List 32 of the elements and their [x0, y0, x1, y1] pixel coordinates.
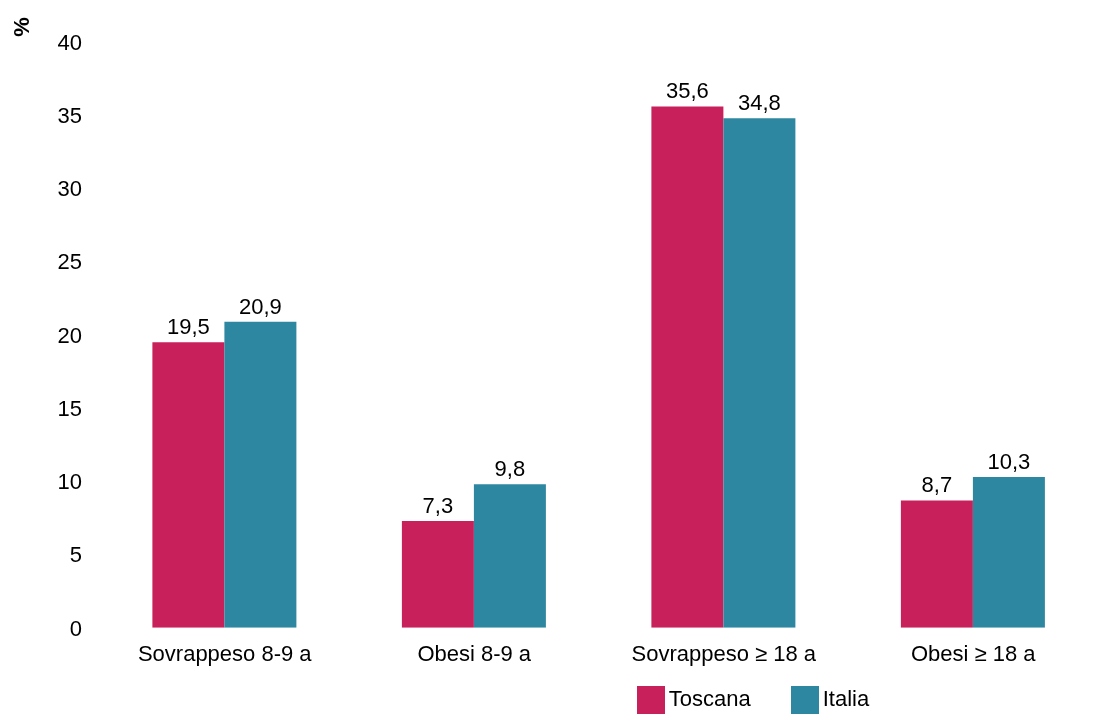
- bar: [972, 476, 1045, 628]
- data-label: 19,5: [166, 314, 210, 340]
- y-tick-label: 15: [57, 395, 82, 421]
- legend-label: Italia: [822, 685, 870, 711]
- y-tick-label: 10: [57, 469, 82, 495]
- bar: [401, 520, 474, 628]
- bar: [473, 484, 546, 628]
- y-tick-label: 0: [69, 615, 82, 641]
- y-tick-label: 35: [57, 103, 82, 129]
- bar: [723, 118, 796, 628]
- data-label: 8,7: [921, 472, 953, 498]
- y-tick-label: 25: [57, 249, 82, 275]
- y-tick-label: 20: [57, 322, 82, 348]
- y-axis-title: %: [8, 17, 35, 37]
- bar: [152, 342, 225, 628]
- x-tick-label: Obesi ≥ 18 a: [910, 641, 1037, 667]
- data-label: 34,8: [737, 90, 781, 116]
- data-label: 20,9: [238, 293, 282, 319]
- data-label: 35,6: [665, 78, 709, 104]
- data-label: 10,3: [987, 448, 1031, 474]
- data-label: 7,3: [422, 492, 454, 518]
- bar: [651, 106, 724, 628]
- x-tick-label: Sovrappeso ≥ 18 a: [631, 641, 817, 667]
- legend-label: Toscana: [668, 685, 751, 711]
- data-label: 9,8: [494, 456, 526, 482]
- bar: [224, 321, 297, 628]
- x-tick-label: Obesi 8-9 a: [417, 641, 532, 667]
- bar: [900, 500, 973, 628]
- x-tick-label: Sovrappeso 8-9 a: [137, 641, 313, 667]
- y-tick-label: 30: [57, 176, 82, 202]
- y-tick-label: 40: [57, 29, 82, 55]
- y-tick-label: 5: [69, 542, 82, 568]
